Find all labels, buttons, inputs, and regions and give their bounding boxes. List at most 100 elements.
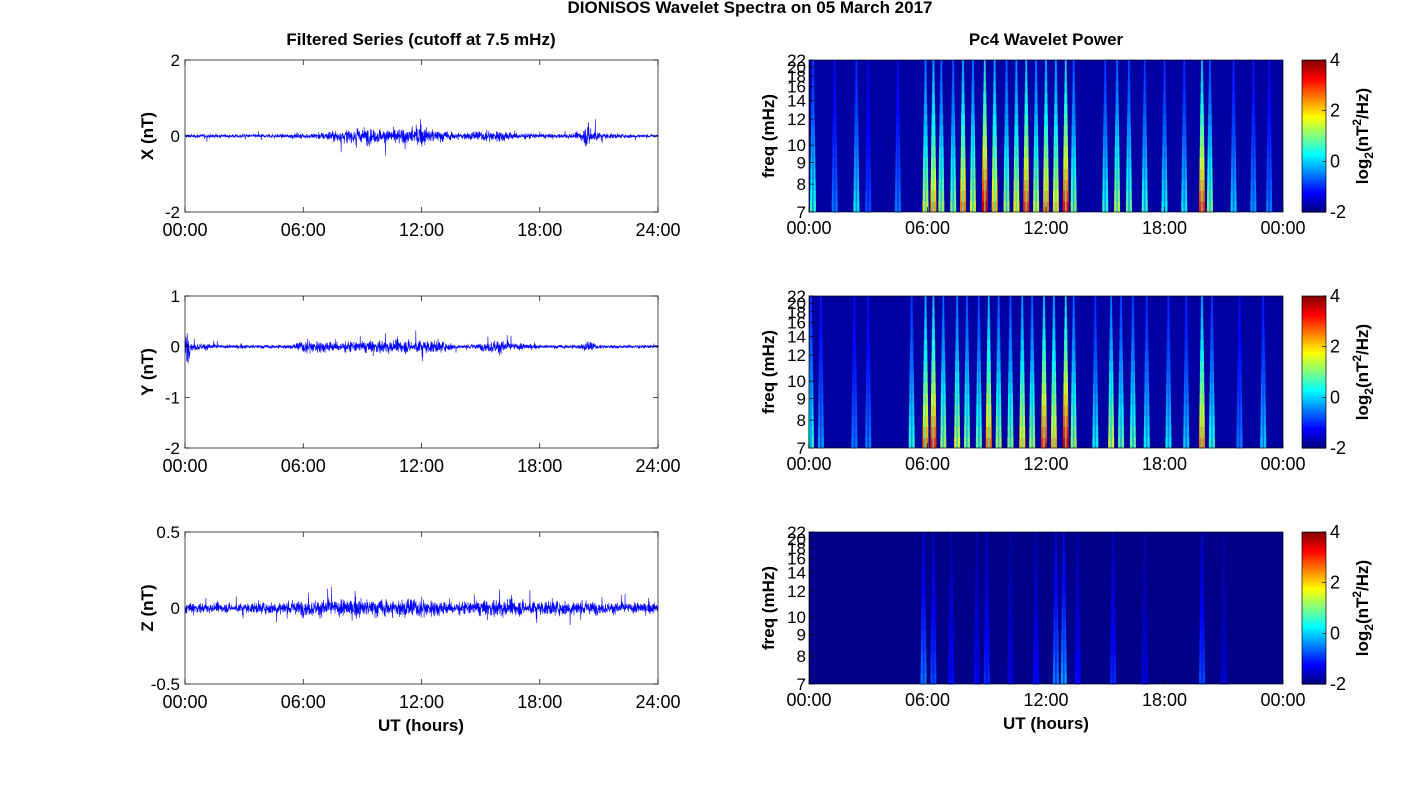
colorbar-segment [1302,194,1326,198]
colorbar-segment [1302,544,1326,548]
y-axis-label: freq (mHz) [759,330,778,414]
colorbar-segment [1302,399,1326,403]
spectral-burst [1145,296,1148,448]
spectral-burst [1112,532,1114,684]
colorbar-segment [1302,118,1326,122]
colorbar-segment [1302,143,1326,147]
colorbar-segment [1302,62,1326,66]
colorbar-segment [1302,410,1326,414]
series-panel-z: 0.5 0 -0.500:00 06:00 12:00 18:00 24:00 Z (nT) [138,523,681,712]
y-tick-label: 0 [171,127,180,146]
colorbar-segment [1302,113,1326,117]
colorbar-segment [1302,191,1326,195]
colorbar-segment [1302,661,1326,665]
spectral-burst [972,60,974,212]
colorbar-label-part: (nT [1353,361,1372,388]
y-tick-label: 22 [787,51,806,70]
y-tick-label: 7 [797,439,806,458]
colorbar-segment [1302,98,1326,102]
colorbar-segment [1302,549,1326,553]
y-tick-label: -0.5 [151,675,180,694]
colorbar-segment [1302,554,1326,558]
colorbar-segment [1302,635,1326,639]
colorbar-segment [1302,82,1326,86]
colorbar-segment [1302,387,1326,391]
colorbar-segment [1302,151,1326,155]
colorbar-segment [1302,60,1326,64]
spectral-burst [950,532,952,684]
colorbar-segment [1302,628,1326,632]
colorbar-segment [1302,366,1326,371]
colorbar-segment [1302,334,1326,338]
colorbar-segment [1302,547,1326,551]
spectral-burst [932,532,935,684]
x-tick-label: 18:00 [1142,218,1187,238]
colorbar-label-part: (nT [1353,125,1372,152]
x-tick-label: 18:00 [517,692,562,712]
colorbar-tick-label: 2 [1330,573,1340,593]
spectral-burst [1072,60,1075,212]
y-tick-label: 8 [797,411,806,430]
colorbar-segment [1302,153,1326,157]
spectral-burst [1128,60,1130,212]
colorbar-tick-label: 0 [1330,623,1340,643]
series-line-z [184,586,659,626]
colorbar-segment [1302,176,1326,180]
colorbar-segment [1302,339,1326,343]
spectral-burst [1201,532,1203,684]
spectral-burst [833,60,836,212]
colorbar-segment [1302,432,1326,436]
colorbar-segment [1302,120,1326,124]
spectral-burst [1116,60,1118,212]
colorbar-tick-label: -2 [1330,674,1346,694]
colorbar-segment [1302,364,1326,368]
spectral-burst [1104,60,1107,212]
plot-area: 20-200:00 06:00 12:00 18:00 24:00X (nT)10-1-… [138,50,1376,712]
spectral-burst [867,296,870,448]
colorbar-segment [1302,184,1326,188]
y-tick-label: 18 [787,539,806,558]
colorbar-segment [1302,321,1326,325]
colorbar-label-part: /Hz) [1353,560,1372,591]
spectral-burst [956,296,958,448]
colorbar-segment [1302,136,1326,140]
spectral-burst [867,60,870,212]
colorbar-segment [1302,605,1326,609]
colorbar-segment [1302,580,1326,584]
colorbar-label-part: (nT [1353,597,1372,624]
x-tick-label: 18:00 [1142,454,1187,474]
colorbar-segment [1302,298,1326,302]
spectral-burst [924,296,927,448]
colorbar-label-part: log [1353,631,1372,657]
y-tick-label: 22 [787,523,806,542]
colorbar-label-part: 2 [1350,119,1364,126]
spectral-burst [1055,60,1057,212]
x-tick-label: 12:00 [1023,454,1068,474]
x-tick-label: 12:00 [1023,690,1068,710]
colorbar-segment [1302,148,1326,152]
colorbar-segment [1302,206,1326,211]
colorbar-segment [1302,171,1326,175]
colorbar-segment [1302,108,1326,112]
colorbar-segment [1302,189,1326,193]
x-tick-label: 24:00 [635,456,680,476]
y-tick-label: 18 [787,303,806,322]
y-tick-label: -1 [165,388,180,407]
y-axis-label: Z (nT) [138,584,157,631]
colorbar-frame [1301,59,1327,213]
colorbar-segment [1302,445,1326,449]
colorbar-segment [1302,618,1326,622]
colorbar-segment [1302,179,1326,183]
spectral-burst [1015,60,1018,212]
colorbar-segment [1302,671,1326,675]
colorbar-segment [1302,417,1326,421]
colorbar-segment [1302,615,1326,619]
colorbar-segment [1302,651,1326,655]
colorbar-segment [1302,653,1326,657]
colorbar-segment [1302,404,1326,409]
spectral-burst [1009,532,1012,684]
y-tick-label: -2 [165,439,180,458]
colorbar-label-part: 2 [1362,624,1376,631]
colorbar-segment [1302,595,1326,599]
